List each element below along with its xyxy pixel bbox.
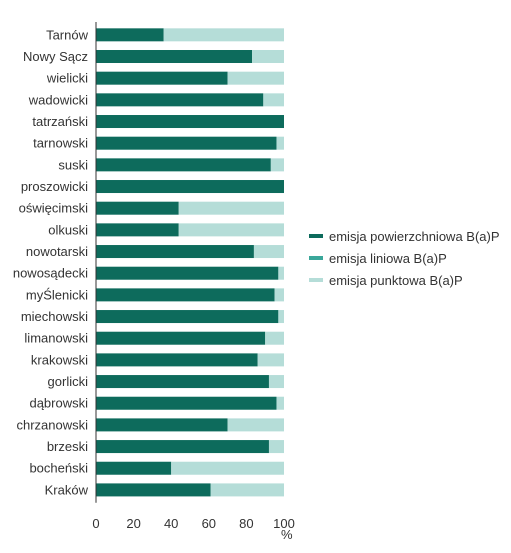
bar-segment-0-10 bbox=[96, 245, 254, 259]
bar-segment-0-12 bbox=[96, 288, 275, 302]
bar-segment-2-14 bbox=[265, 331, 284, 345]
legend-item-0: emisja powierzchniowa B(a)P bbox=[309, 225, 500, 247]
bar-segment-2-15 bbox=[257, 353, 284, 367]
category-label-21: Kraków bbox=[45, 482, 89, 497]
bar-segment-2-17 bbox=[276, 396, 284, 410]
legend-label-1: emisja liniowa B(a)P bbox=[329, 250, 447, 266]
bar-segment-0-8 bbox=[96, 201, 179, 215]
category-label-10: nowotarski bbox=[26, 244, 88, 259]
category-label-8: oświęcimski bbox=[19, 201, 88, 216]
bar-segment-2-21 bbox=[210, 483, 284, 497]
bar-segment-0-3 bbox=[96, 93, 264, 107]
bar-segment-0-1 bbox=[96, 50, 253, 64]
bar-segment-0-6 bbox=[96, 158, 271, 172]
bar-segment-0-4 bbox=[96, 115, 284, 129]
category-label-0: Tarnów bbox=[46, 27, 89, 42]
category-labels: Tarnów Nowy Sącz wielicki wadowicki tatrzańs… bbox=[13, 27, 89, 497]
bar-segment-2-5 bbox=[276, 136, 284, 150]
bar-segment-2-10 bbox=[253, 245, 284, 259]
bar-segment-0-17 bbox=[96, 396, 277, 410]
bar-segment-2-6 bbox=[270, 158, 284, 172]
category-label-12: myŚlenicki bbox=[26, 287, 88, 302]
legend-item-1: emisja liniowa B(a)P bbox=[309, 247, 500, 269]
x-tick-label-3: 60 bbox=[202, 516, 216, 531]
bar-segment-2-0 bbox=[163, 28, 284, 42]
category-label-4: tatrzański bbox=[32, 114, 88, 129]
legend-label-2: emisja punktowa B(a)P bbox=[329, 272, 463, 288]
category-label-3: wadowicki bbox=[28, 92, 88, 107]
category-label-13: miechowski bbox=[21, 309, 88, 324]
x-axis-unit: % bbox=[281, 527, 293, 542]
bar-segment-0-16 bbox=[96, 375, 269, 389]
category-label-15: krakowski bbox=[31, 352, 88, 367]
bar-segment-2-3 bbox=[263, 93, 284, 107]
x-tick-label-5: 100 bbox=[273, 516, 295, 531]
legend-item-2: emisja punktowa B(a)P bbox=[309, 269, 500, 291]
x-tick-label-1: 20 bbox=[126, 516, 140, 531]
bar-segment-0-14 bbox=[96, 331, 266, 345]
bar-segment-0-21 bbox=[96, 483, 211, 497]
category-label-1: Nowy Sącz bbox=[23, 49, 88, 64]
bar-segment-0-15 bbox=[96, 353, 258, 367]
bar-segment-2-8 bbox=[178, 201, 284, 215]
category-label-14: limanowski bbox=[24, 331, 88, 346]
bar-segment-0-9 bbox=[96, 223, 179, 237]
x-tick-labels: 0 20 40 60 80 100 bbox=[92, 516, 294, 531]
category-label-20: bocheński bbox=[29, 461, 88, 476]
category-label-2: wielicki bbox=[46, 71, 88, 86]
bar-segment-0-13 bbox=[96, 310, 279, 324]
category-label-19: brzeski bbox=[47, 439, 88, 454]
category-label-6: suski bbox=[58, 157, 88, 172]
category-label-7: proszowicki bbox=[21, 179, 88, 194]
legend: emisja powierzchniowa B(a)P emisja linio… bbox=[309, 225, 500, 291]
bar-segment-0-7 bbox=[96, 180, 284, 194]
bar-segment-2-16 bbox=[268, 375, 284, 389]
bar-segment-0-11 bbox=[96, 266, 279, 280]
bar-segment-2-11 bbox=[278, 266, 284, 280]
bar-segment-2-18 bbox=[227, 418, 284, 432]
bar-segment-2-2 bbox=[227, 71, 284, 85]
category-label-11: nowosądecki bbox=[13, 266, 88, 281]
category-label-16: gorlicki bbox=[48, 374, 89, 389]
category-label-17: dąbrowski bbox=[29, 396, 88, 411]
category-label-18: chrzanowski bbox=[16, 417, 88, 432]
category-label-9: olkuski bbox=[48, 222, 88, 237]
bar-segment-2-12 bbox=[274, 288, 284, 302]
bar-segment-2-13 bbox=[278, 310, 284, 324]
legend-label-0: emisja powierzchniowa B(a)P bbox=[329, 228, 500, 244]
bar-segment-2-20 bbox=[171, 461, 284, 475]
bar-segment-0-19 bbox=[96, 440, 269, 454]
x-tick-label-0: 0 bbox=[92, 516, 99, 531]
bar-segment-0-2 bbox=[96, 71, 228, 85]
bar-segment-0-0 bbox=[96, 28, 164, 42]
bar-segment-0-18 bbox=[96, 418, 228, 432]
bar-segment-2-19 bbox=[268, 440, 284, 454]
bars-group bbox=[96, 28, 284, 497]
x-tick-label-4: 80 bbox=[239, 516, 253, 531]
legend-swatch-1 bbox=[309, 256, 323, 260]
bar-segment-0-5 bbox=[96, 136, 277, 150]
bar-segment-0-20 bbox=[96, 461, 172, 475]
category-label-5: tarnowski bbox=[33, 136, 88, 151]
bar-segment-2-1 bbox=[252, 50, 284, 64]
bar-segment-2-9 bbox=[178, 223, 284, 237]
legend-swatch-2 bbox=[309, 278, 323, 282]
legend-swatch-0 bbox=[309, 234, 323, 238]
x-tick-label-2: 40 bbox=[164, 516, 178, 531]
